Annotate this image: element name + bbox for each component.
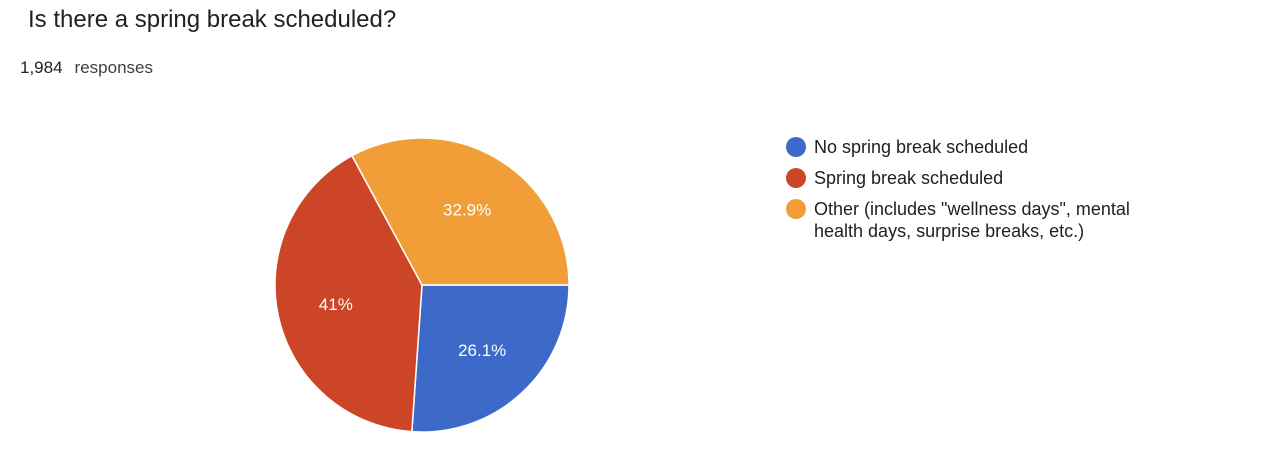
legend-label: No spring break scheduled	[814, 137, 1029, 157]
slice-label: 32.9%	[443, 201, 491, 220]
pie-slice	[350, 137, 570, 286]
legend-item: Spring break scheduled	[786, 167, 1174, 189]
legend-label: Spring break scheduled	[814, 168, 1004, 188]
slice-label: 26.1%	[458, 341, 506, 360]
legend-item: No spring break scheduled	[786, 136, 1174, 158]
chart-title: Is there a spring break scheduled?	[28, 6, 397, 33]
response-label: responses	[74, 58, 153, 77]
legend-label: Other (includes "wellness days", mental …	[814, 199, 1130, 241]
legend-marker	[786, 137, 806, 157]
legend: No spring break scheduled Spring break sc…	[786, 136, 1174, 251]
legend-marker	[786, 168, 806, 188]
pie-slice	[411, 284, 570, 433]
slice-label: 41%	[319, 295, 353, 314]
legend-marker	[786, 199, 806, 219]
response-count: 1,984	[20, 58, 63, 77]
pie-slice	[274, 154, 423, 433]
legend-item: Other (includes "wellness days", mental …	[786, 198, 1174, 242]
response-summary: 1,984 responses	[20, 58, 153, 78]
